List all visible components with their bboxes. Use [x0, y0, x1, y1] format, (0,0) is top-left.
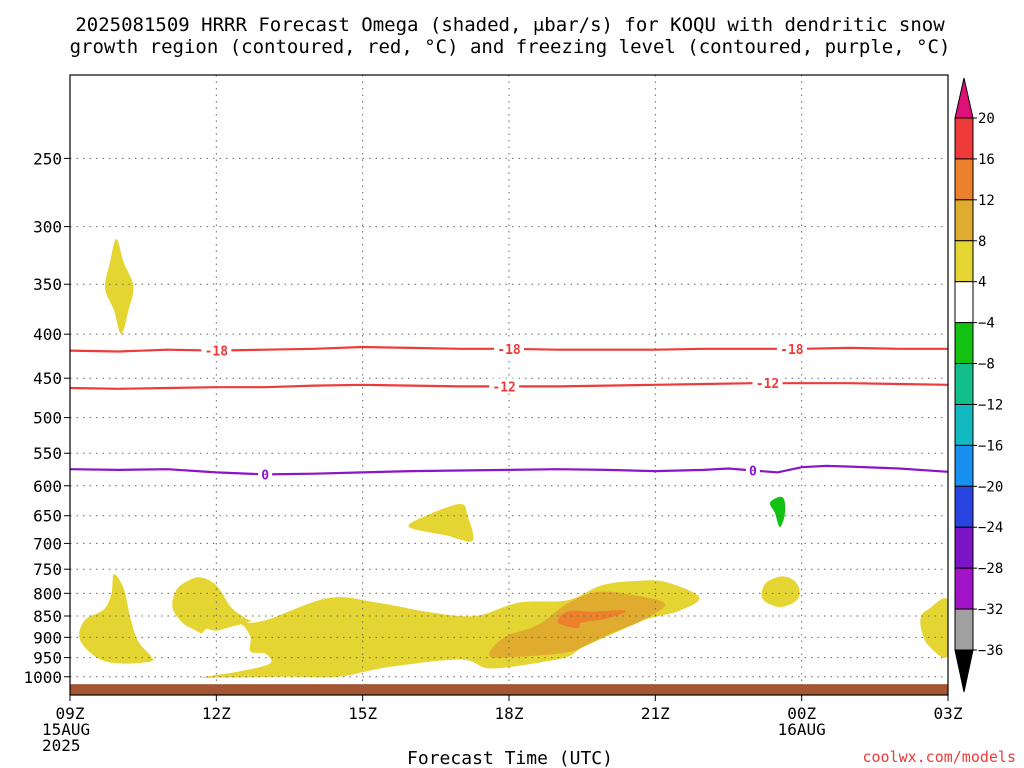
- contour-label-1-0: -12: [492, 380, 515, 395]
- colorbar-box-1: [954, 158, 974, 201]
- colorbar-box-10: [954, 526, 974, 569]
- x-tick-label-18-0: 03Z: [934, 704, 963, 723]
- x-tick-label-6-0: 15Z: [348, 704, 377, 723]
- x-tick-label-0-1: 15AUG: [42, 720, 90, 739]
- colorbar-bottom-arrow: [954, 649, 974, 693]
- contour-label-bg-0-0: [201, 342, 232, 358]
- colorbar-box-8: [954, 444, 974, 487]
- contour-layer: -18 -18 -18 -12 -12 0 0: [70, 340, 948, 483]
- x-tick-label-12-0: 21Z: [641, 704, 670, 723]
- y-tick-label-550: 550: [33, 444, 62, 463]
- colorbar-label-0: 20: [978, 111, 995, 127]
- contour-label-0-0: -18: [205, 345, 229, 360]
- y-tick-label-850: 850: [33, 607, 62, 626]
- colorbar-box-12: [954, 608, 974, 651]
- x-tick-label-3-0: 12Z: [202, 704, 231, 723]
- colorbar-label-10: −24: [978, 520, 1003, 536]
- contour-label-bg-2-1: [745, 462, 760, 478]
- y-axis-ticks: 250 300 350 400 450 500 550 600 650 700 750 800 850 9…: [23, 149, 70, 687]
- omega-region-9: [920, 598, 948, 658]
- y-tick-label-950: 950: [33, 649, 62, 668]
- chart-title-line-1: 2025081509 HRRR Forecast Omega (shaded, …: [75, 14, 945, 36]
- colorbar-label-2: 12: [978, 193, 995, 209]
- contour-label-bg-1-1: [752, 375, 783, 391]
- omega-region-8: [761, 576, 800, 608]
- omega-region-0: [105, 238, 134, 335]
- omega-region-6: [408, 504, 474, 542]
- x-tick-label-15-1: 16AUG: [778, 720, 826, 739]
- x-tick-label-15-0: 00Z: [787, 704, 816, 723]
- y-tick-label-350: 350: [33, 275, 62, 294]
- colorbar-box-0: [954, 117, 974, 160]
- contour-label-2-0: 0: [261, 468, 269, 483]
- omega-shading-layer: [79, 238, 948, 678]
- colorbar-box-11: [954, 567, 974, 610]
- y-tick-label-250: 250: [33, 149, 62, 168]
- contour-line-2: [70, 464, 948, 476]
- colorbar-label-1: 16: [978, 152, 995, 168]
- contour-label-bg-0-2: [776, 340, 807, 356]
- colorbar-box-4: [954, 281, 974, 324]
- colorbar-box-3: [954, 240, 974, 283]
- chart-title: 2025081509 HRRR Forecast Omega (shaded, …: [70, 14, 951, 58]
- y-tick-label-600: 600: [33, 477, 62, 496]
- y-tick-label-500: 500: [33, 409, 62, 428]
- colorbar-label-7: −12: [978, 397, 1003, 413]
- y-tick-label-450: 450: [33, 369, 62, 388]
- colorbar-box-7: [954, 403, 974, 446]
- colorbar-top-arrow: [954, 77, 974, 119]
- contour-label-bg-2-0: [258, 466, 273, 482]
- credit-link-text[interactable]: coolwx.com/models: [862, 748, 1016, 766]
- x-tick-label-0-0: 09Z: [56, 704, 85, 723]
- colorbar-label-6: −8: [978, 357, 995, 373]
- contour-label-2-1: 0: [749, 465, 757, 480]
- chart-title-line-2: growth region (contoured, red, °C) and f…: [70, 36, 951, 58]
- x-axis-title: Forecast Time (UTC): [407, 748, 613, 768]
- colorbar-label-13: −36: [978, 643, 1003, 659]
- colorbar-box-6: [954, 363, 974, 405]
- colorbar: 20 16 12 8 4 −4 −8 −12 −16 −20 −24 −28 −32 −36: [954, 77, 1003, 693]
- omega-region-1: [79, 574, 154, 664]
- colorbar-label-12: −32: [978, 602, 1003, 618]
- colorbar-box-2: [954, 199, 974, 242]
- y-tick-label-400: 400: [33, 325, 62, 344]
- x-tick-label-9-0: 18Z: [495, 704, 524, 723]
- colorbar-label-8: −16: [978, 438, 1003, 454]
- colorbar-label-5: −4: [978, 316, 995, 332]
- y-tick-label-650: 650: [33, 507, 62, 526]
- y-tick-label-300: 300: [33, 218, 62, 237]
- contour-label-bg-0-1: [494, 340, 524, 356]
- surface-ground-band: [70, 684, 948, 695]
- colorbar-label-11: −28: [978, 561, 1003, 577]
- colorbar-box-5: [954, 322, 974, 365]
- colorbar-box-9: [954, 485, 974, 528]
- y-tick-label-750: 750: [33, 560, 62, 579]
- contour-label-0-2: -18: [780, 343, 804, 358]
- contour-label-1-1: -12: [756, 377, 779, 392]
- x-tick-label-0-2: 2025: [42, 736, 81, 755]
- y-tick-label-700: 700: [33, 534, 62, 553]
- colorbar-label-9: −20: [978, 479, 1003, 495]
- omega-region-7: [769, 496, 786, 528]
- contour-label-bg-1-0: [489, 378, 520, 394]
- colorbar-label-3: 8: [978, 234, 986, 250]
- y-tick-label-1000: 1000: [23, 668, 62, 687]
- contour-label-0-1: -18: [497, 343, 521, 358]
- omega-region-5: [557, 610, 627, 629]
- colorbar-label-4: 4: [978, 275, 986, 291]
- omega-region-2: [172, 577, 252, 634]
- y-tick-label-900: 900: [33, 628, 62, 647]
- y-tick-label-800: 800: [33, 584, 62, 603]
